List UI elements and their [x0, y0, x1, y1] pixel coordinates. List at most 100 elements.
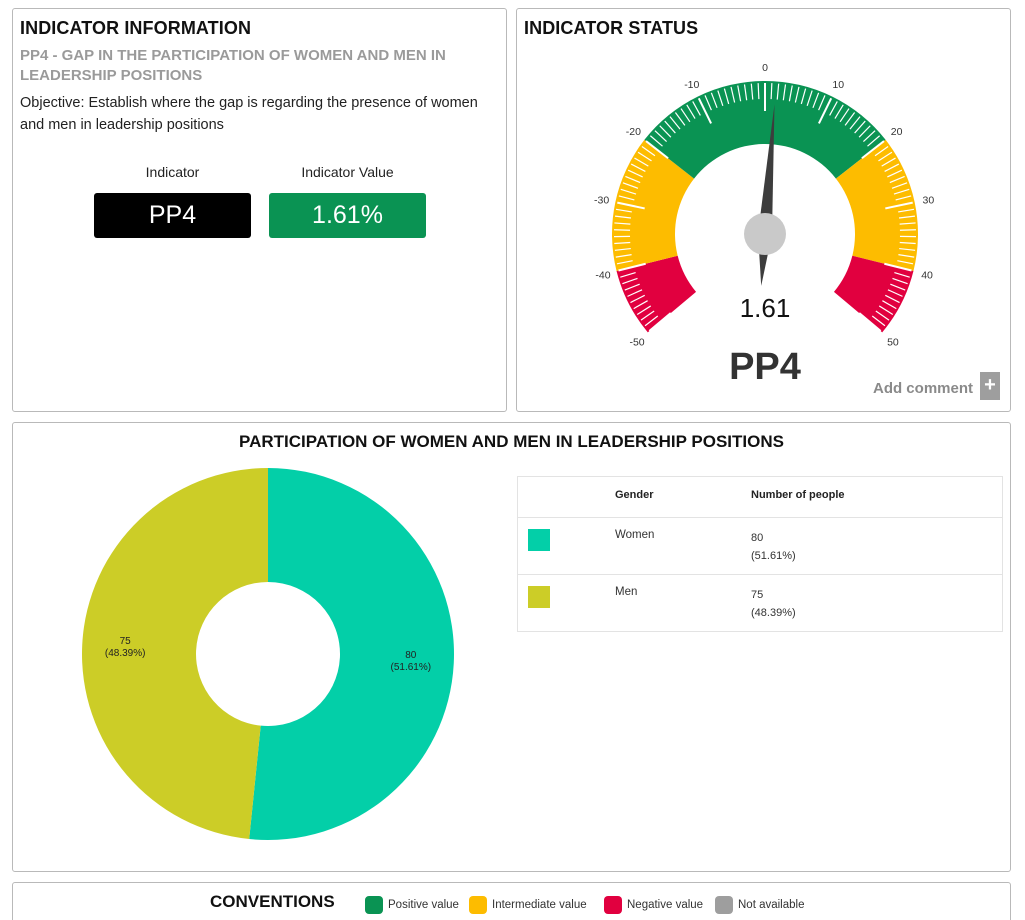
gauge-tick [750, 83, 754, 100]
gauge-tick [782, 84, 787, 101]
gauge-tick [743, 84, 748, 101]
gauge-tick [627, 289, 643, 297]
gauge-tick [641, 146, 656, 157]
positive-swatch [365, 896, 383, 914]
table-cell-count: 75 (48.39%) [751, 586, 796, 622]
status-gauge: -50 -40 -30 -20 -10 0 10 20 30 40 50 1.61 PP4 [594, 62, 935, 388]
participation-donut-chart: 80(51.61%) 75(48.39%) [82, 468, 455, 840]
gauge-tick [893, 188, 910, 195]
add-comment-plus-button[interactable]: + [980, 372, 1000, 400]
gauge-tick [874, 146, 889, 157]
legend-negative-label: Negative value [627, 899, 704, 911]
gauge-tick-label: -10 [684, 79, 699, 91]
gauge-tick [757, 83, 760, 100]
table-row-women: Women 80 (51.61%) [518, 517, 1002, 574]
gauge-tick [881, 157, 896, 167]
gauge-tick [614, 241, 631, 245]
gauge-tick [640, 310, 655, 321]
gauge-tick [686, 104, 696, 119]
gauge-tick [878, 151, 893, 162]
gauge-tick [875, 310, 890, 321]
gauge-tick [637, 151, 652, 162]
legend-not-available-label: Not available [738, 899, 805, 911]
gauge-tick [858, 125, 871, 138]
gauge-tick [737, 85, 742, 102]
table-cell-count-percent: (48.39%) [751, 607, 796, 619]
legend-intermediate: Intermediate value [469, 896, 587, 914]
gauge-tick [645, 140, 669, 160]
gauge-tick [770, 83, 773, 100]
donut-label-value: 75 [120, 636, 132, 647]
gauge-tick [730, 86, 736, 103]
add-comment-link[interactable]: Add comment [872, 380, 973, 397]
gauge-tick [854, 120, 866, 134]
gauge-tick [620, 188, 637, 195]
legend-negative: Negative value [604, 896, 703, 914]
men-color-swatch [528, 586, 550, 608]
gauge-tick [717, 90, 724, 106]
participation-table: Gender Number of people Women 80 (51.61%… [517, 476, 1003, 632]
table-cell-gender: Women [615, 529, 655, 541]
table-cell-count-percent: (51.61%) [751, 550, 796, 562]
gauge-tick [890, 283, 906, 291]
gauge-tick [882, 300, 897, 310]
indicator-label: Indicator [145, 164, 200, 180]
gauge-tick [885, 201, 913, 210]
column-header-gender: Gender [615, 489, 654, 501]
gauge-tick [844, 112, 856, 126]
table-cell-count-value: 75 [751, 589, 764, 601]
gauge-tick [788, 85, 793, 102]
gauge-tick [723, 88, 730, 105]
gauge-tick-label: 10 [832, 79, 844, 91]
gauge-tick [899, 222, 916, 225]
gauge-tick [654, 130, 667, 143]
gauge-tick [889, 175, 905, 184]
table-row-men: Men 75 (48.39%) [518, 574, 1002, 631]
gauge-tick [898, 254, 915, 258]
gauge-tick [829, 101, 838, 116]
gauge-tick [614, 222, 631, 225]
gauge-tick [617, 201, 645, 210]
gauge-tick [648, 312, 672, 332]
gauge-tick [887, 169, 903, 178]
gauge-tick [849, 116, 861, 130]
gauge-tick-label: -50 [629, 336, 644, 348]
gauge-tick-label: 30 [923, 194, 935, 206]
gauge-tick [659, 125, 672, 138]
gauge-tick [614, 215, 632, 219]
gauge-tick [622, 277, 638, 285]
gauge-tick [625, 175, 641, 184]
gauge-tick [898, 215, 916, 219]
gauge-tick [627, 169, 643, 178]
donut-label-percent: (48.39%) [105, 648, 146, 659]
gauge-tick [622, 182, 639, 189]
indicator-value-box: 1.61% [269, 193, 426, 238]
gauge-tick [624, 283, 640, 291]
women-color-swatch [528, 529, 550, 551]
gauge-tick [895, 195, 912, 201]
gauge-tick [898, 208, 915, 213]
donut-label-percent: (51.61%) [391, 662, 432, 673]
gauge-tick [794, 86, 800, 103]
gauge-tick [664, 120, 676, 134]
legend-not-available: Not available [715, 896, 804, 914]
gauge-value: 1.61 [740, 293, 791, 323]
gauge-tick [858, 312, 882, 332]
gauge-tick [878, 305, 894, 315]
gauge-tick [634, 157, 649, 167]
gauge-tick [680, 108, 691, 123]
gauge-tick [649, 135, 663, 147]
gauge-hub [744, 213, 786, 255]
gauge-tick [710, 92, 718, 109]
table-header-row: Gender Number of people [518, 477, 1002, 517]
gauge-tick [614, 247, 631, 251]
gauge-tick [644, 315, 659, 327]
gauge-tick [704, 95, 712, 111]
gauge-tick [884, 262, 912, 272]
donut-slice-men [82, 468, 268, 840]
gauge-tick [839, 108, 850, 123]
gauge-tick [892, 277, 908, 285]
negative-swatch [604, 896, 622, 914]
gauge-tick [800, 88, 807, 105]
gauge-tick [891, 182, 908, 189]
